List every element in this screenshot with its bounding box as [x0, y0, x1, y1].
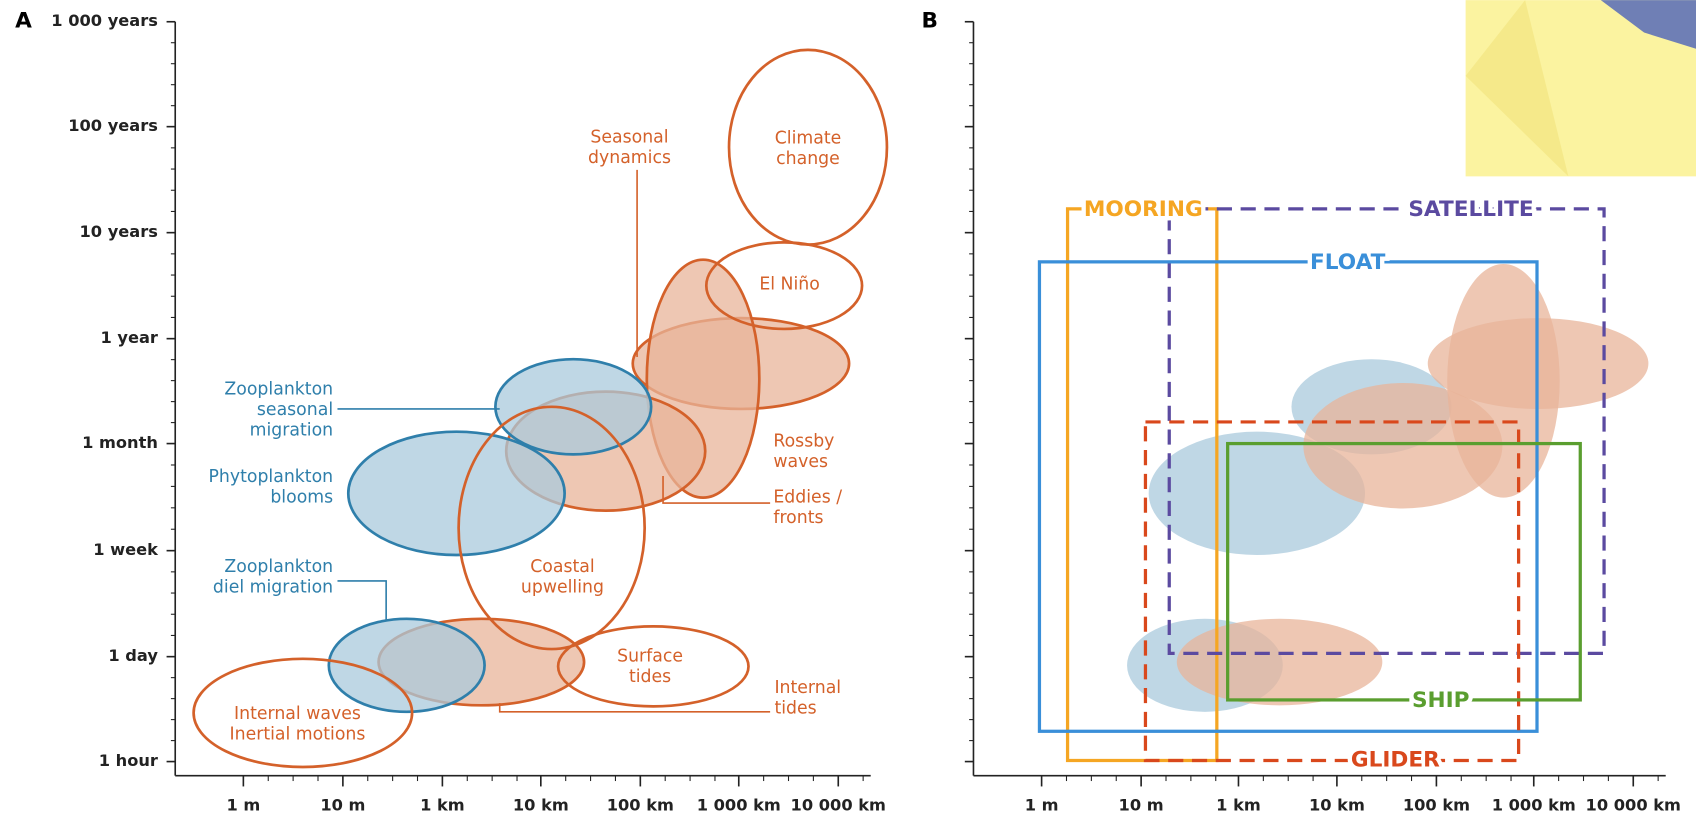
label-line: Surface — [617, 647, 683, 667]
region-label: Eddies /fronts — [773, 488, 842, 529]
x-tick-label: 1 m — [226, 795, 260, 814]
label-line: Seasonal — [590, 127, 668, 147]
label-line: Coastal — [530, 557, 594, 577]
y-tick-label: 1 week — [93, 540, 159, 559]
scale-ellipse — [1177, 619, 1383, 706]
x-tick-label: 1 000 km — [697, 795, 781, 814]
y-tick-label: 10 years — [80, 222, 158, 241]
y-tick-label: 1 day — [108, 646, 158, 665]
label-line: migration — [250, 421, 333, 441]
region-label: El Niño — [759, 275, 820, 295]
label-line: Internal waves — [234, 704, 361, 724]
x-tick-label: 10 km — [513, 795, 569, 814]
label-line: Inertial motions — [230, 725, 366, 745]
label-line: waves — [773, 452, 828, 472]
instrument-label: GLIDER — [1351, 747, 1440, 772]
label-line: seasonal — [257, 400, 333, 420]
label-line: diel migration — [213, 577, 333, 597]
label-line: El Niño — [759, 275, 820, 295]
x-tick-label: 10 000 km — [1586, 795, 1681, 814]
instrument-label: MOORING — [1084, 197, 1203, 222]
x-tick-label: 1 km — [1216, 795, 1261, 814]
label-line: Zooplankton — [224, 379, 333, 399]
instrument-label: SATELLITE — [1408, 197, 1533, 222]
x-tick-label: 10 000 km — [791, 795, 886, 814]
label-line: Zooplankton — [224, 557, 333, 577]
label-line: Internal — [774, 678, 841, 698]
x-tick-label: 10 km — [1309, 795, 1365, 814]
label-line: Eddies / — [773, 488, 842, 508]
label-line: tides — [774, 699, 816, 719]
label-line: Rossby — [773, 431, 834, 451]
leader-line — [337, 581, 386, 620]
y-tick-label: 1 year — [100, 328, 157, 347]
label-line: Phytoplankton — [208, 467, 333, 487]
label-line: Climate — [775, 129, 842, 149]
x-tick-label: 100 km — [1403, 795, 1470, 814]
label-line: dynamics — [588, 148, 671, 168]
scale-ellipse — [348, 432, 564, 555]
label-line: change — [776, 149, 840, 169]
label-line: upwelling — [521, 577, 604, 597]
label-line: blooms — [270, 488, 333, 508]
x-tick-label: 10 m — [320, 795, 365, 814]
panel-label: A — [15, 9, 32, 34]
figure: A B MOORING SATELLITE FLOAT GLIDER SHIP 1 m 10… — [0, 0, 1696, 819]
label-line: fronts — [773, 508, 823, 528]
y-tick-label: 100 years — [68, 116, 158, 135]
x-tick-label: 1 000 km — [1492, 795, 1576, 814]
x-tick-label: 10 m — [1119, 795, 1164, 814]
label-line: tides — [629, 667, 671, 687]
y-tick-label: 1 month — [82, 433, 158, 452]
scale-ellipse — [495, 359, 651, 454]
y-tick-label: 1 hour — [99, 751, 158, 770]
x-tick-label: 1 m — [1025, 795, 1059, 814]
x-tick-label: 1 km — [420, 795, 465, 814]
instrument-label: SHIP — [1412, 688, 1470, 713]
x-tick-label: 100 km — [607, 795, 674, 814]
y-tick-label: 1 000 years — [51, 11, 158, 30]
instrument-label: FLOAT — [1310, 250, 1386, 275]
panel-label: B — [922, 9, 938, 34]
